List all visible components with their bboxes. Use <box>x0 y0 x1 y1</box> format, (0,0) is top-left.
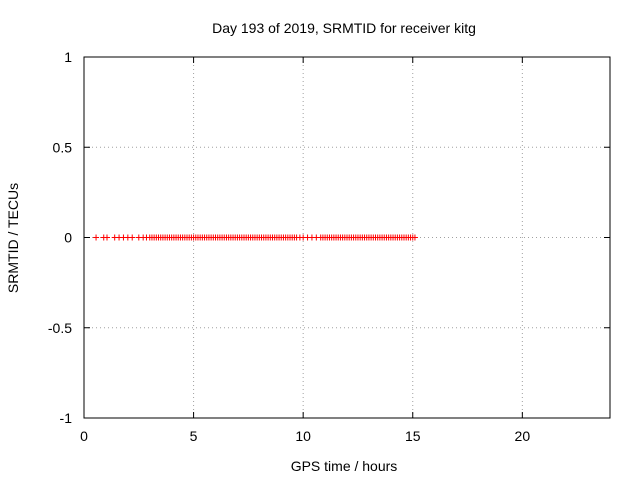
y-tick-label: 0 <box>64 230 72 246</box>
y-tick-label: -0.5 <box>48 320 72 336</box>
data-point <box>93 234 100 241</box>
data-point <box>411 234 418 241</box>
y-tick-label: 1 <box>64 49 72 65</box>
x-tick-label: 15 <box>405 428 421 444</box>
x-tick-label: 0 <box>80 428 88 444</box>
axis-ticks <box>83 56 610 419</box>
x-tick-labels: 0 5 10 15 20 <box>80 428 530 444</box>
y-axis-title: SRMTID / TECUs <box>5 183 21 293</box>
data-point <box>129 234 136 241</box>
x-tick-label: 10 <box>295 428 311 444</box>
chart-title: Day 193 of 2019, SRMTID for receiver kit… <box>212 20 476 36</box>
y-tick-labels: -1 -0.5 0 0.5 1 <box>48 49 72 426</box>
y-tick-label: -1 <box>60 410 73 426</box>
x-tick-label: 20 <box>515 428 531 444</box>
y-tick-label: 0.5 <box>53 139 73 155</box>
x-axis-title: GPS time / hours <box>291 458 398 474</box>
data-points <box>93 234 418 241</box>
data-point <box>104 234 111 241</box>
x-tick-label: 5 <box>190 428 198 444</box>
